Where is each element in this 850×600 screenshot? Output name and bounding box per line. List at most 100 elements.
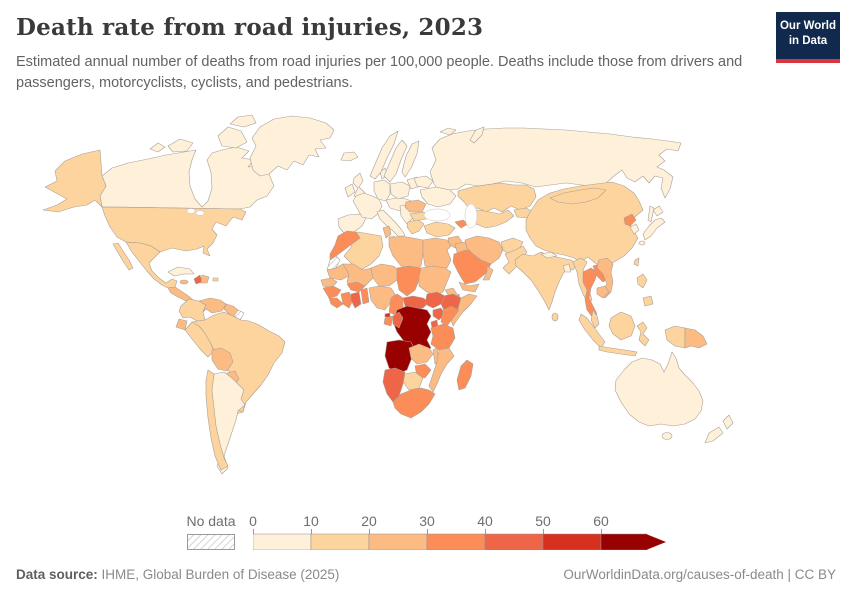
country-italy[interactable] bbox=[376, 209, 406, 239]
country-oman[interactable] bbox=[482, 265, 494, 281]
country-greece[interactable] bbox=[406, 219, 425, 235]
country-australia[interactable] bbox=[614, 351, 704, 427]
country-mexico-baja[interactable] bbox=[112, 242, 134, 271]
country-canada-baffin-island[interactable] bbox=[217, 126, 248, 149]
region-western-sahara[interactable] bbox=[326, 255, 341, 271]
country-cuba[interactable] bbox=[167, 266, 195, 277]
country-indonesia-west-papua[interactable] bbox=[664, 325, 686, 349]
country-south-africa[interactable] bbox=[392, 387, 436, 419]
country-iran[interactable] bbox=[464, 235, 504, 265]
country-congo[interactable] bbox=[392, 311, 404, 329]
country-spain[interactable] bbox=[337, 213, 367, 234]
country-iceland[interactable] bbox=[340, 151, 359, 162]
country-morocco[interactable] bbox=[329, 230, 361, 261]
country-north-korea[interactable] bbox=[623, 213, 637, 227]
country-united-states[interactable] bbox=[101, 206, 247, 257]
country-sierra-leone-liberia[interactable] bbox=[328, 297, 344, 309]
country-indonesia-java[interactable] bbox=[598, 345, 638, 357]
country-norway[interactable] bbox=[369, 130, 399, 180]
country-mongolia[interactable] bbox=[549, 187, 607, 205]
legend-bin-30-40[interactable] bbox=[426, 533, 486, 550]
country-sweden[interactable] bbox=[383, 139, 408, 183]
country-equatorial-guinea[interactable] bbox=[384, 312, 391, 318]
legend-bin-50-60[interactable] bbox=[542, 533, 602, 550]
country-jamaica[interactable] bbox=[179, 279, 189, 285]
country-niger[interactable] bbox=[370, 263, 400, 287]
country-eritrea[interactable] bbox=[444, 287, 458, 297]
country-mali[interactable] bbox=[342, 263, 374, 289]
country-belarus[interactable] bbox=[413, 175, 434, 189]
country-chad[interactable] bbox=[396, 265, 422, 297]
country-canada-victoria-island[interactable] bbox=[167, 138, 194, 153]
country-romania[interactable] bbox=[404, 199, 427, 213]
country-russia-novaya-zemlya[interactable] bbox=[469, 126, 485, 144]
country-germany[interactable] bbox=[373, 179, 391, 202]
country-indonesia-sumatra[interactable] bbox=[578, 313, 606, 349]
country-zambia[interactable] bbox=[408, 343, 434, 365]
country-sri-lanka[interactable] bbox=[551, 312, 559, 322]
country-russia-sakhalin[interactable] bbox=[647, 205, 655, 223]
country-philippines-mindanao[interactable] bbox=[642, 295, 654, 307]
country-russia[interactable] bbox=[429, 127, 682, 199]
country-nepal[interactable] bbox=[540, 251, 558, 259]
country-egypt[interactable] bbox=[422, 237, 452, 269]
country-japan-honshu[interactable] bbox=[642, 217, 666, 241]
country-new-zealand-north[interactable] bbox=[722, 414, 734, 430]
country-guinea[interactable] bbox=[322, 285, 342, 299]
region-svalbard[interactable] bbox=[439, 127, 457, 136]
legend-bin-20-30[interactable] bbox=[368, 533, 428, 550]
country-libya[interactable] bbox=[388, 235, 424, 271]
country-malaysia-peninsula[interactable] bbox=[590, 309, 600, 329]
country-puerto-rico[interactable] bbox=[212, 277, 219, 282]
country-yemen[interactable] bbox=[458, 281, 480, 293]
country-japan-hokkaido[interactable] bbox=[652, 205, 664, 217]
country-indonesia-sulawesi[interactable] bbox=[636, 321, 650, 347]
country-canada[interactable] bbox=[99, 146, 275, 210]
country-mozambique[interactable] bbox=[428, 347, 455, 393]
country-kenya[interactable] bbox=[440, 305, 460, 327]
country-venezuela[interactable] bbox=[198, 297, 227, 314]
country-australia-tasmania[interactable] bbox=[661, 432, 673, 440]
country-gabon[interactable] bbox=[383, 315, 394, 327]
owid-logo[interactable]: Our World in Data bbox=[776, 12, 840, 63]
country-turkey[interactable] bbox=[423, 221, 456, 238]
country-india[interactable] bbox=[514, 251, 578, 311]
country-senegal[interactable] bbox=[320, 277, 338, 289]
country-new-zealand-south[interactable] bbox=[704, 426, 724, 444]
country-indonesia-borneo[interactable] bbox=[608, 311, 636, 341]
country-greenland[interactable] bbox=[249, 115, 335, 177]
country-south-sudan[interactable] bbox=[424, 291, 446, 309]
country-ireland[interactable] bbox=[344, 183, 356, 198]
country-alaska[interactable] bbox=[42, 149, 107, 213]
legend-bin-40-50[interactable] bbox=[484, 533, 544, 550]
country-china[interactable] bbox=[525, 181, 644, 267]
country-taiwan[interactable] bbox=[633, 257, 640, 267]
country-madagascar[interactable] bbox=[456, 359, 474, 391]
country-tunisia[interactable] bbox=[382, 225, 392, 239]
country-bangladesh[interactable] bbox=[562, 263, 572, 273]
country-south-korea[interactable] bbox=[629, 223, 640, 235]
country-vietnam[interactable] bbox=[596, 257, 614, 299]
country-bulgaria[interactable] bbox=[409, 211, 427, 222]
legend-no-data-swatch[interactable] bbox=[187, 534, 235, 550]
country-angola[interactable] bbox=[384, 339, 416, 375]
owid-link[interactable]: OurWorldinData.org/causes-of-death | CC … bbox=[563, 567, 836, 582]
country-finland[interactable] bbox=[401, 140, 420, 178]
country-ghana[interactable] bbox=[350, 291, 362, 309]
country-canada-arctic-island[interactable] bbox=[149, 142, 166, 153]
country-cambodia[interactable] bbox=[596, 285, 610, 299]
country-dominican-republic[interactable] bbox=[200, 274, 210, 284]
country-togo-benin[interactable] bbox=[360, 287, 370, 305]
country-canada-ellesmere-island[interactable] bbox=[229, 114, 257, 128]
country-ecuador[interactable] bbox=[175, 318, 188, 331]
country-ivory-coast[interactable] bbox=[340, 291, 354, 309]
legend-color-scale[interactable] bbox=[253, 529, 669, 550]
country-tanzania[interactable] bbox=[430, 323, 456, 351]
country-burkina-faso[interactable] bbox=[346, 281, 366, 293]
country-philippines-luzon[interactable] bbox=[636, 273, 648, 289]
legend-bin-10-20[interactable] bbox=[310, 533, 370, 550]
country-sudan[interactable] bbox=[418, 265, 452, 297]
country-bolivia[interactable] bbox=[211, 347, 234, 372]
country-japan-kyushu[interactable] bbox=[638, 240, 646, 246]
country-chile[interactable] bbox=[205, 369, 229, 471]
